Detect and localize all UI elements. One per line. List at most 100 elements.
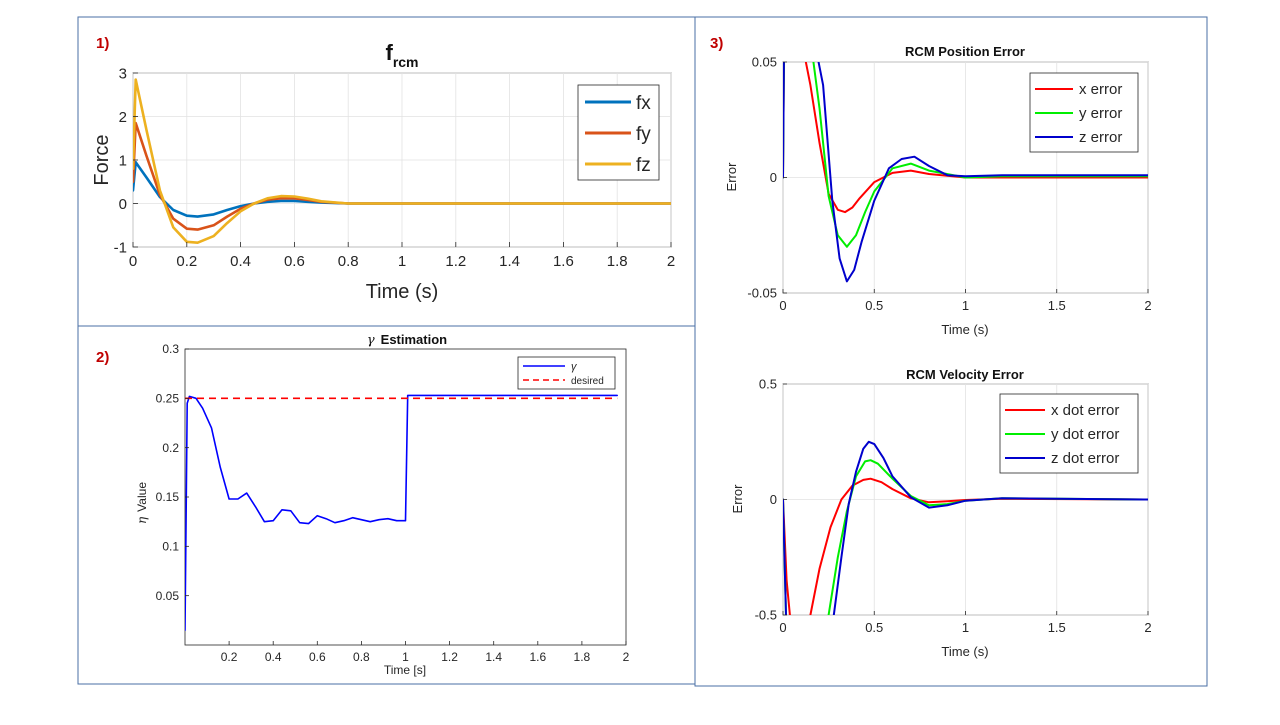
gamma-x-label: Time [s]	[384, 663, 426, 677]
frcm-title: frcm	[385, 40, 418, 70]
frcm-x-label: Time (s)	[366, 281, 439, 303]
vel-error-series-line-2	[783, 459, 1148, 615]
gamma-x-tick-label: 2	[623, 650, 630, 664]
gamma-x-ticks: 0.2 0.4 0.6 0.8 1 1.2 1.4 1.6 1.8 2	[221, 641, 630, 664]
gamma-y-tick-label: 0.3	[162, 342, 179, 356]
frcm-legend: fx fy fz	[577, 84, 660, 181]
gamma-chart: 0.2 0.4 0.6 0.8 1 1.2 1.4 1.6 1.8 2 0.050.10.150.…	[135, 332, 630, 677]
gamma-y-tick-label: 0.1	[162, 540, 179, 554]
gamma-x-tick-label: 0.2	[221, 650, 238, 664]
frcm-y-tick-label: 2	[119, 109, 127, 126]
pos-error-legend-label-y: y error	[1079, 105, 1122, 122]
gamma-title-symbol: γ	[367, 333, 375, 348]
pos-error-x-ticks: 0 0.5 1 1.5 2	[779, 289, 1152, 313]
gamma-legend-label-gamma: γ	[571, 361, 578, 373]
frcm-lines	[133, 78, 671, 244]
vel-error-chart: 0 0.5 1 1.5 2 -0.500.5 RCM Velocity Error Ti…	[730, 367, 1152, 659]
frcm-x-tick-label: 1	[398, 253, 406, 270]
panel-number-2: 2)	[96, 349, 109, 366]
frcm-y-tick-label: -1	[114, 239, 127, 256]
pos-error-x-tick-label: 0	[779, 298, 786, 313]
frcm-x-tick-label: 0.6	[284, 253, 305, 270]
pos-error-legend-box	[1029, 72, 1139, 153]
gamma-x-tick-label: 1	[402, 650, 409, 664]
pos-error-x-label: Time (s)	[941, 322, 988, 337]
gamma-x-tick-label: 1.8	[574, 650, 591, 664]
vel-error-x-ticks: 0 0.5 1 1.5 2	[779, 611, 1152, 635]
vel-error-x-tick-label: 1.5	[1048, 620, 1066, 635]
panel-number-3: 3)	[710, 35, 723, 52]
gamma-title: γ Estimation	[367, 332, 447, 348]
gamma-legend-label-desired: desired	[571, 376, 604, 387]
frcm-y-tick-label: 0	[119, 196, 127, 213]
panel-number-1: 1)	[96, 35, 109, 52]
gamma-series-line-1	[185, 394, 618, 631]
frcm-x-tick-label: 2	[667, 253, 675, 270]
gamma-y-label: η Value	[135, 482, 149, 524]
pos-error-series-line-3	[783, 62, 1148, 283]
gamma-x-tick-label: 1.4	[485, 650, 502, 664]
pos-error-series-line-2	[783, 62, 1148, 248]
vel-error-x-tick-label: 0	[779, 620, 786, 635]
pos-error-x-tick-label: 0.5	[865, 298, 883, 313]
gamma-x-tick-label: 0.8	[353, 650, 370, 664]
frcm-y-tick-label: 3	[119, 65, 127, 82]
pos-error-legend-label-z: z error	[1079, 129, 1122, 146]
gamma-x-tick-label: 1.2	[441, 650, 458, 664]
pos-error-x-tick-label: 1.5	[1048, 298, 1066, 313]
vel-error-title: RCM Velocity Error	[906, 367, 1024, 382]
pos-error-series-line-1	[783, 62, 1148, 214]
vel-error-x-label: Time (s)	[941, 644, 988, 659]
pos-error-legend-label-x: x error	[1079, 81, 1122, 98]
frcm-x-tick-label: 0.4	[230, 253, 251, 270]
pos-error-y-ticks: -0.05 0 0.05	[747, 55, 787, 301]
vel-error-lines	[783, 440, 1148, 615]
vel-error-legend-label-y: y dot error	[1051, 426, 1119, 443]
pos-error-y-label: Error	[724, 162, 739, 192]
frcm-legend-label-fz: fz	[636, 155, 651, 176]
pos-error-x-tick-label: 2	[1144, 298, 1151, 313]
frcm-legend-label-fx: fx	[636, 93, 651, 114]
gamma-x-tick-label: 0.4	[265, 650, 282, 664]
pos-error-lines	[783, 62, 1148, 283]
frcm-x-tick-label: 0.8	[338, 253, 359, 270]
pos-error-y-tick-label: -0.05	[747, 286, 777, 301]
frcm-x-tick-label: 0	[129, 253, 137, 270]
vel-error-y-tick-label: 0.5	[759, 377, 777, 392]
pos-error-title: RCM Position Error	[905, 44, 1025, 59]
pos-error-y-tick-label: 0	[770, 170, 777, 185]
vel-error-x-tick-label: 0.5	[865, 620, 883, 635]
frcm-legend-label-fy: fy	[636, 124, 651, 145]
panel-frame-3	[694, 16, 1208, 687]
vel-error-y-ticks: -0.5 0 0.5	[755, 377, 787, 623]
gamma-y-tick-label: 0.2	[162, 441, 179, 455]
vel-error-x-tick-label: 1	[962, 620, 969, 635]
gamma-y-ticks: 0.05 0.1 0.15 0.2 0.25 0.3	[156, 342, 189, 603]
gamma-y-tick-label: 0.05	[156, 589, 180, 603]
frcm-x-tick-label: 1.2	[445, 253, 466, 270]
frcm-title-sub: rcm	[393, 54, 419, 70]
pos-error-x-tick-label: 1	[962, 298, 969, 313]
vel-error-x-tick-label: 2	[1144, 620, 1151, 635]
frcm-x-tick-label: 1.8	[607, 253, 628, 270]
frcm-y-tick-label: 1	[119, 152, 127, 169]
frcm-title-main: f	[385, 40, 393, 65]
frcm-y-label: Force	[91, 134, 113, 185]
vel-error-y-tick-label: -0.5	[755, 608, 777, 623]
gamma-legend: γ desired	[517, 356, 616, 390]
gamma-x-tick-label: 1.6	[529, 650, 546, 664]
pos-error-y-tick-label: 0.05	[752, 55, 777, 70]
gamma-y-tick-label: 0.15	[156, 490, 180, 504]
gamma-title-text: Estimation	[381, 332, 448, 347]
frcm-x-ticks: 0 0.2 0.4 0.6 0.8 1 1.2 1.4 1.6 1.8 2	[129, 242, 675, 270]
frcm-x-tick-label: 1.6	[553, 253, 574, 270]
frcm-x-tick-label: 1.4	[499, 253, 520, 270]
vel-error-legend: x dot error y dot error z dot error	[999, 393, 1139, 474]
gamma-lines	[185, 394, 618, 631]
vel-error-legend-label-x: x dot error	[1051, 402, 1119, 419]
gamma-legend-box	[517, 356, 616, 390]
vel-error-legend-label-z: z dot error	[1051, 450, 1119, 467]
